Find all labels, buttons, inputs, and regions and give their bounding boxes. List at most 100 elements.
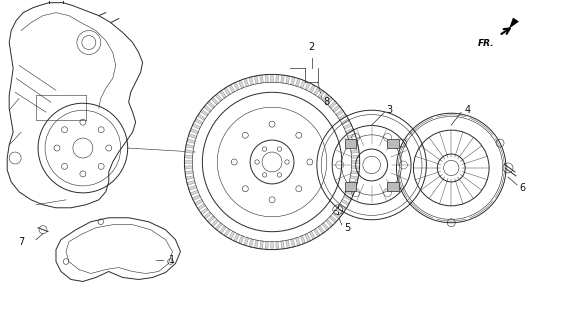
Polygon shape bbox=[195, 199, 203, 205]
Polygon shape bbox=[286, 76, 290, 84]
Polygon shape bbox=[349, 180, 357, 185]
Polygon shape bbox=[314, 87, 320, 95]
Polygon shape bbox=[244, 237, 249, 246]
Polygon shape bbox=[309, 231, 315, 239]
Bar bbox=[345, 182, 356, 191]
Polygon shape bbox=[186, 144, 194, 148]
Polygon shape bbox=[190, 128, 199, 134]
Polygon shape bbox=[249, 77, 253, 85]
Polygon shape bbox=[318, 90, 325, 98]
Polygon shape bbox=[185, 171, 193, 174]
Polygon shape bbox=[325, 97, 333, 105]
Polygon shape bbox=[333, 212, 341, 219]
Text: 6: 6 bbox=[519, 183, 525, 193]
Polygon shape bbox=[228, 84, 235, 93]
Polygon shape bbox=[309, 84, 315, 93]
Polygon shape bbox=[215, 94, 222, 101]
Polygon shape bbox=[351, 150, 359, 153]
Text: 8: 8 bbox=[324, 97, 330, 107]
Polygon shape bbox=[300, 236, 306, 244]
Polygon shape bbox=[187, 139, 195, 143]
Polygon shape bbox=[271, 74, 274, 82]
Polygon shape bbox=[336, 208, 343, 215]
Polygon shape bbox=[349, 139, 357, 143]
Polygon shape bbox=[347, 134, 356, 139]
Polygon shape bbox=[509, 18, 519, 28]
Polygon shape bbox=[318, 226, 325, 234]
Polygon shape bbox=[352, 161, 360, 164]
Polygon shape bbox=[351, 166, 360, 169]
Polygon shape bbox=[204, 105, 212, 112]
Polygon shape bbox=[305, 234, 311, 242]
Text: FR.: FR. bbox=[478, 38, 494, 48]
Polygon shape bbox=[325, 219, 333, 227]
Polygon shape bbox=[233, 234, 239, 242]
Polygon shape bbox=[254, 240, 258, 248]
Polygon shape bbox=[300, 80, 306, 88]
Polygon shape bbox=[197, 114, 205, 120]
Polygon shape bbox=[341, 119, 350, 125]
Polygon shape bbox=[249, 239, 253, 247]
Polygon shape bbox=[350, 144, 358, 148]
Polygon shape bbox=[259, 241, 263, 249]
Polygon shape bbox=[192, 195, 201, 201]
Polygon shape bbox=[184, 161, 192, 164]
Polygon shape bbox=[329, 101, 337, 108]
Text: 1: 1 bbox=[169, 255, 175, 265]
Polygon shape bbox=[228, 231, 235, 239]
Polygon shape bbox=[343, 124, 352, 129]
Polygon shape bbox=[224, 228, 231, 237]
Polygon shape bbox=[322, 94, 329, 101]
Polygon shape bbox=[188, 134, 197, 139]
Polygon shape bbox=[350, 176, 358, 180]
Polygon shape bbox=[346, 128, 354, 134]
Bar bbox=[387, 182, 399, 191]
Polygon shape bbox=[224, 87, 231, 95]
Polygon shape bbox=[192, 124, 201, 129]
Polygon shape bbox=[244, 78, 249, 87]
Polygon shape bbox=[265, 75, 268, 83]
Polygon shape bbox=[276, 241, 279, 250]
Polygon shape bbox=[290, 239, 295, 247]
Polygon shape bbox=[195, 119, 203, 125]
Polygon shape bbox=[347, 185, 356, 190]
Polygon shape bbox=[190, 190, 199, 196]
Polygon shape bbox=[239, 80, 244, 88]
Polygon shape bbox=[305, 82, 311, 91]
Polygon shape bbox=[281, 241, 284, 249]
Polygon shape bbox=[338, 204, 347, 210]
Polygon shape bbox=[184, 155, 193, 158]
Polygon shape bbox=[207, 216, 215, 223]
Polygon shape bbox=[329, 216, 337, 223]
Polygon shape bbox=[185, 150, 193, 153]
Polygon shape bbox=[343, 195, 352, 201]
Text: 5: 5 bbox=[343, 223, 350, 233]
Text: 3: 3 bbox=[386, 105, 393, 115]
Polygon shape bbox=[187, 180, 195, 185]
Polygon shape bbox=[254, 76, 258, 84]
Polygon shape bbox=[296, 237, 301, 246]
Polygon shape bbox=[239, 236, 244, 244]
Polygon shape bbox=[351, 155, 360, 158]
Text: 4: 4 bbox=[464, 105, 470, 115]
Polygon shape bbox=[333, 105, 341, 112]
Polygon shape bbox=[200, 109, 208, 116]
Polygon shape bbox=[322, 222, 329, 230]
Polygon shape bbox=[286, 240, 290, 248]
Polygon shape bbox=[188, 185, 197, 190]
Polygon shape bbox=[207, 101, 215, 108]
Polygon shape bbox=[296, 78, 301, 87]
Polygon shape bbox=[271, 242, 274, 250]
Polygon shape bbox=[346, 190, 354, 196]
Polygon shape bbox=[336, 109, 343, 116]
Polygon shape bbox=[290, 77, 295, 85]
Bar bbox=[387, 140, 399, 148]
Polygon shape bbox=[215, 222, 222, 230]
Polygon shape bbox=[259, 75, 263, 83]
Polygon shape bbox=[351, 171, 359, 174]
Polygon shape bbox=[200, 208, 208, 215]
Polygon shape bbox=[219, 226, 226, 234]
Text: 7: 7 bbox=[18, 237, 24, 247]
Polygon shape bbox=[219, 90, 226, 98]
Polygon shape bbox=[341, 199, 350, 205]
